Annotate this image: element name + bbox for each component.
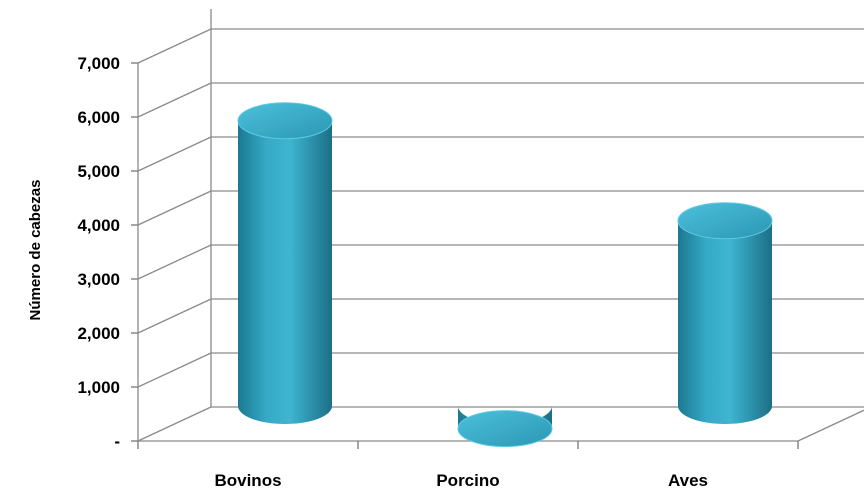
y-tick-label: 5,000: [77, 162, 120, 181]
bar: [458, 406, 552, 447]
gridline-side: [138, 299, 211, 333]
gridline-side: [138, 29, 211, 63]
bar-top: [458, 411, 552, 447]
bar-body: [238, 121, 332, 424]
bar: [678, 203, 772, 424]
y-tick-label: 7,000: [77, 54, 120, 73]
bar-top: [238, 103, 332, 139]
x-tick-label: Aves: [668, 471, 708, 490]
gridline-side: [138, 137, 211, 171]
gridline-side: [138, 245, 211, 279]
y-tick-label: 2,000: [77, 324, 120, 343]
gridline-side: [138, 83, 211, 117]
x-tick-label: Porcino: [436, 471, 499, 490]
floor-right-edge: [798, 407, 864, 441]
gridline-side: [138, 407, 211, 441]
y-tick-label: 1,000: [77, 378, 120, 397]
gridline-side: [138, 191, 211, 225]
y-tick-label: 6,000: [77, 108, 120, 127]
bar-top: [678, 203, 772, 239]
y-axis-title: Número de cabezas: [27, 180, 44, 321]
bar: [238, 103, 332, 424]
y-tick-label: -: [114, 432, 120, 451]
y-tick-label: 3,000: [77, 270, 120, 289]
bar-body: [678, 221, 772, 424]
gridline-side: [138, 353, 211, 387]
x-tick-label: Bovinos: [214, 471, 281, 490]
y-tick-label: 4,000: [77, 216, 120, 235]
bars: [238, 103, 772, 447]
